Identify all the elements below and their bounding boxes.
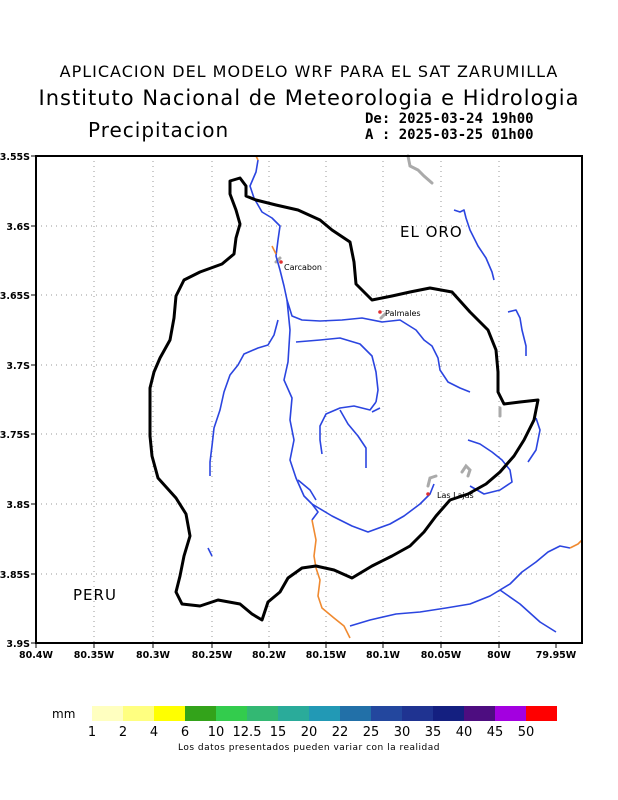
- legend-unit: mm: [52, 707, 76, 721]
- lat-tick-label: 3.75S: [0, 430, 30, 441]
- region-label-el-oro: EL ORO: [400, 223, 463, 241]
- basin-boundary: [148, 176, 540, 622]
- lon-tick-label: 80W: [487, 650, 511, 661]
- colorbar-swatch: [433, 706, 464, 721]
- lon-tick-label: 79.95W: [536, 650, 577, 661]
- colorbar-swatch: [402, 706, 433, 721]
- lat-tick-label: 3.85S: [0, 570, 30, 581]
- colorbar-swatch: [464, 706, 495, 721]
- colorbar-swatch: [247, 706, 278, 721]
- colorbar-label: 4: [150, 725, 158, 740]
- map-frame: [35, 155, 583, 644]
- colorbar-label: 30: [394, 725, 411, 740]
- lon-tick-label: 80.35W: [74, 650, 115, 661]
- colorbar-label: 10: [208, 725, 225, 740]
- colorbar-swatch: [495, 706, 526, 721]
- lon-tick-label: 80.2W: [252, 650, 286, 661]
- precipitation-colorbar: 1 2 4 6 10 12.5 15 20 22 25 30 35 40 45 50: [88, 706, 557, 740]
- colorbar-swatch: [185, 706, 216, 721]
- disclaimer: Los datos presentados pueden variar con …: [177, 743, 440, 753]
- colorbar-label: 40: [456, 725, 473, 740]
- date-from: De: 2025-03-24 19h00: [365, 111, 534, 127]
- lon-tick-label: 80.1W: [366, 650, 400, 661]
- colorbar-swatch: [123, 706, 154, 721]
- lon-tick-label: 80.05W: [421, 650, 462, 661]
- town-label-carcabon: Carcabon: [284, 263, 322, 272]
- town-label-palmales: Palmales: [385, 309, 421, 318]
- town-markers: [279, 260, 430, 496]
- colorbar-swatch: [216, 706, 247, 721]
- region-label-peru: PERU: [73, 586, 117, 604]
- gridlines: [36, 156, 582, 643]
- colorbar-label: 50: [518, 725, 535, 740]
- parameter-title: Precipitacion: [88, 118, 230, 142]
- lat-tick-label: 3.9S: [6, 639, 30, 650]
- town-marker-palmales: [378, 310, 382, 314]
- colorbar-label: 6: [181, 725, 189, 740]
- lat-tick-label: 3.6S: [6, 222, 30, 233]
- colorbar-swatch: [340, 706, 371, 721]
- lat-tick-label: 3.7S: [6, 361, 30, 372]
- colorbar-swatch: [278, 706, 309, 721]
- lat-tick-label: 3.55S: [0, 152, 30, 163]
- colorbar-label: 25: [363, 725, 380, 740]
- town-marker-carcabon: [279, 260, 283, 264]
- colorbar-swatch: [526, 706, 557, 721]
- colorbar-label: 1: [88, 725, 96, 740]
- institute-title: Instituto Nacional de Meteorologia e Hid…: [38, 86, 580, 110]
- lat-tick-label: 3.8S: [6, 500, 30, 511]
- town-marker-las-lajas: [426, 492, 430, 496]
- axis-ticks: [31, 155, 557, 648]
- colorbar-label: 20: [301, 725, 318, 740]
- border-river: [255, 155, 583, 639]
- colorbar-label: 35: [425, 725, 442, 740]
- town-label-las-lajas: Las Lajas: [437, 491, 474, 500]
- colorbar-label: 45: [487, 725, 504, 740]
- model-title: APLICACION DEL MODELO WRF PARA EL SAT ZA…: [59, 62, 559, 81]
- lon-tick-label: 80.3W: [136, 650, 170, 661]
- colorbar-swatch: [309, 706, 340, 721]
- colorbar-label: 2: [119, 725, 127, 740]
- lon-tick-label: 80.15W: [306, 650, 347, 661]
- lon-tick-label: 80.4W: [19, 650, 53, 661]
- rivers: [207, 159, 571, 633]
- lat-tick-label: 3.65S: [0, 291, 30, 302]
- colorbar-swatch: [92, 706, 123, 721]
- colorbar-label: 15: [270, 725, 287, 740]
- date-to: A : 2025-03-25 01h00: [365, 127, 534, 143]
- colorbar-label: 22: [332, 725, 349, 740]
- grey-lines: [274, 154, 502, 488]
- colorbar-swatch: [154, 706, 185, 721]
- lon-tick-label: 80.25W: [192, 650, 233, 661]
- colorbar-label: 12.5: [233, 725, 262, 740]
- colorbar-swatch: [371, 706, 402, 721]
